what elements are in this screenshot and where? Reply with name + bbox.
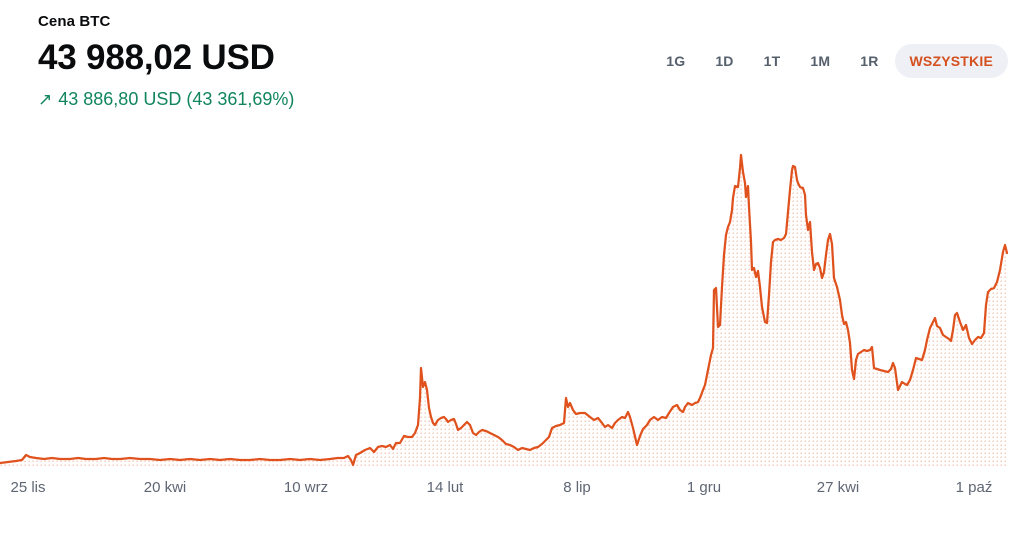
- asset-label: Cena BTC: [38, 13, 111, 30]
- current-price: 43 988,02 USD: [38, 38, 275, 77]
- price-area-fill: [0, 155, 1007, 466]
- x-axis-label: 8 lip: [563, 479, 591, 496]
- x-axis: 25 lis 20 kwi 10 wrz 14 lut 8 lip 1 gru …: [0, 479, 1024, 499]
- timeframe-1r[interactable]: 1R: [846, 44, 892, 78]
- x-axis-label: 25 lis: [10, 479, 46, 496]
- timeframe-1d[interactable]: 1D: [701, 44, 747, 78]
- timeframe-1m[interactable]: 1M: [796, 44, 844, 78]
- x-axis-label: 20 kwi: [143, 479, 187, 496]
- x-axis-label: 27 kwi: [816, 479, 860, 496]
- timeframe-1g[interactable]: 1G: [652, 44, 699, 78]
- price-change: ↗ 43 886,80 USD (43 361,69%): [38, 89, 294, 110]
- x-axis-label: 1 gru: [686, 479, 722, 496]
- price-line-path: [0, 153, 1009, 467]
- timeframe-all[interactable]: WSZYSTKIE: [894, 44, 1008, 78]
- x-axis-label: 14 lut: [426, 479, 464, 496]
- x-axis-label: 1 paź: [955, 479, 993, 496]
- timeframe-1t[interactable]: 1T: [750, 44, 795, 78]
- price-header: Cena BTC 43 988,02 USD ↗ 43 886,80 USD (…: [38, 13, 294, 110]
- x-axis-label: 10 wrz: [283, 479, 329, 496]
- timeframe-selector: 1G 1D 1T 1M 1R WSZYSTKIE: [652, 44, 1008, 78]
- trend-up-icon: ↗: [38, 90, 53, 109]
- price-change-text: 43 886,80 USD (43 361,69%): [58, 89, 295, 109]
